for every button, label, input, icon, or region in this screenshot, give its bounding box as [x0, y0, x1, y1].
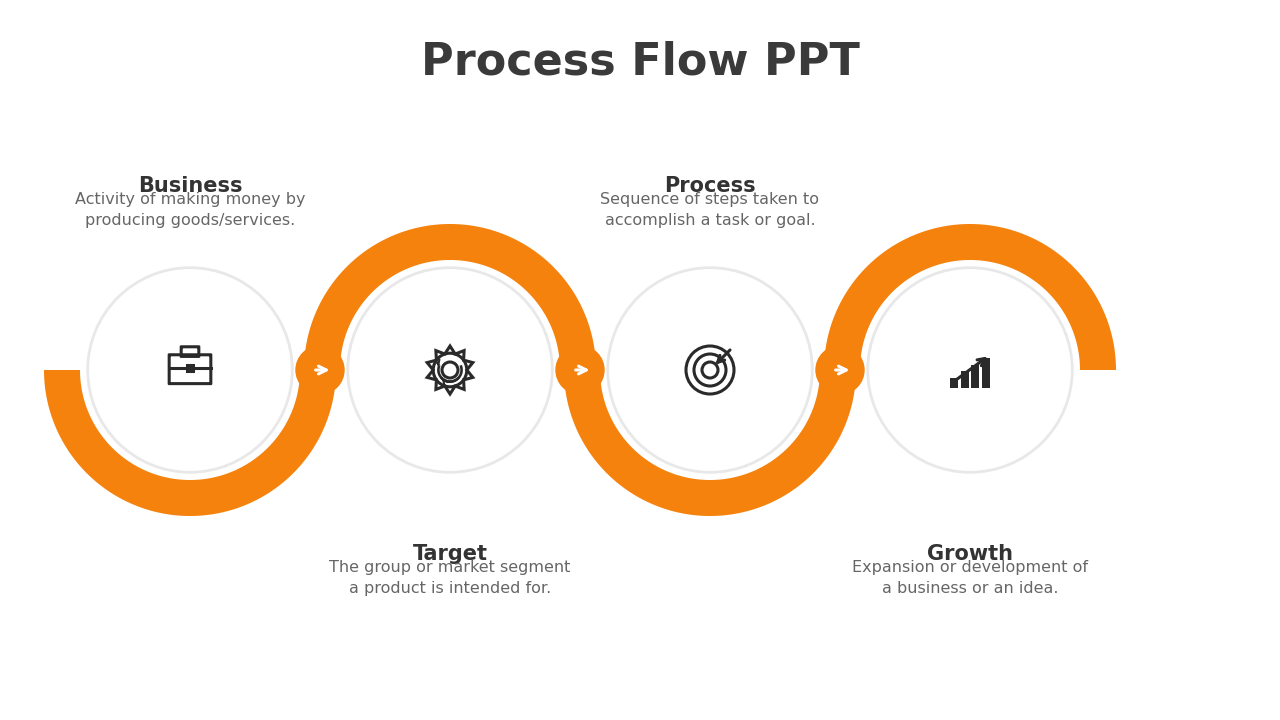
Bar [972, 365, 979, 388]
Text: Target: Target [412, 544, 488, 564]
Text: Business: Business [138, 176, 242, 196]
Polygon shape [564, 370, 856, 516]
Text: Expansion or development of
a business or an idea.: Expansion or development of a business o… [852, 560, 1088, 596]
Circle shape [868, 268, 1073, 472]
Circle shape [296, 346, 344, 394]
Circle shape [608, 268, 813, 472]
Polygon shape [824, 224, 1116, 370]
Text: Process Flow PPT: Process Flow PPT [421, 40, 859, 84]
Bar [982, 358, 989, 388]
Bar [961, 372, 969, 388]
Bar [187, 365, 193, 371]
Circle shape [348, 268, 552, 472]
Circle shape [817, 346, 864, 394]
Text: Sequence of steps taken to
accomplish a task or goal.: Sequence of steps taken to accomplish a … [600, 192, 819, 228]
Text: The group or market segment
a product is intended for.: The group or market segment a product is… [329, 560, 571, 596]
Polygon shape [44, 370, 335, 516]
Circle shape [88, 268, 292, 472]
Text: Activity of making money by
producing goods/services.: Activity of making money by producing go… [74, 192, 305, 228]
Bar [950, 378, 959, 388]
Circle shape [556, 346, 604, 394]
Text: Process: Process [664, 176, 755, 196]
Polygon shape [305, 224, 596, 370]
Text: Growth: Growth [927, 544, 1012, 564]
